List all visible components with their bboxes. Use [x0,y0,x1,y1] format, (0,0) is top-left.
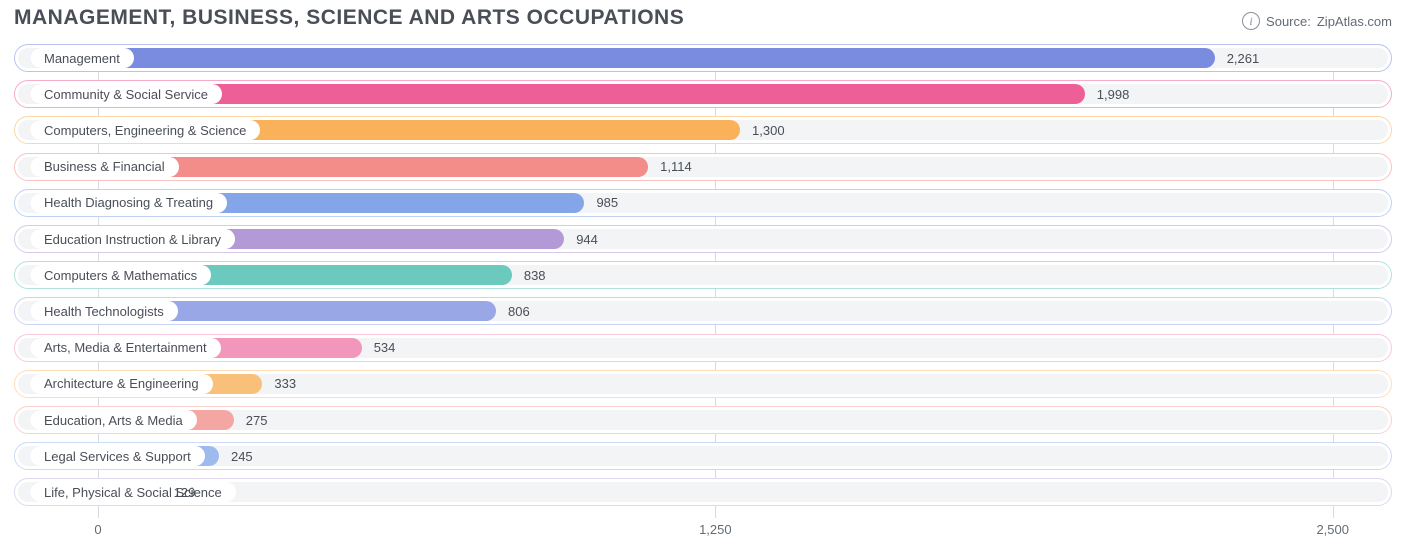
value-label: 129 [174,482,196,502]
category-pill: Computers, Engineering & Science [30,120,260,140]
bar-row: Education Instruction & Library 944 [14,225,1392,253]
category-pill: Computers & Mathematics [30,265,211,285]
plot-area: Management 2,261 Community & Social Servic… [14,44,1392,518]
value-label: 1,300 [752,120,785,140]
bar-row: Management 2,261 [14,44,1392,72]
bar-track [14,442,1392,470]
bar-row: Life, Physical & Social Science129 [14,478,1392,506]
chart-title: MANAGEMENT, BUSINESS, SCIENCE AND ARTS O… [14,6,684,30]
x-axis: 0 1,250 2,500 [14,518,1392,544]
value-label: 1,998 [1097,84,1130,104]
bar-row: Computers, Engineering & Science 1,300 [14,116,1392,144]
value-label: 985 [596,193,618,213]
source-label: Source: [1266,14,1311,29]
value-label: 838 [524,265,546,285]
category-pill: Health Technologists [30,301,178,321]
bar-row: Arts, Media & Entertainment 534 [14,334,1392,362]
category-pill: Education, Arts & Media [30,410,197,430]
x-tick-label: 0 [94,522,101,537]
value-label: 245 [231,446,253,466]
category-pill: Business & Financial [30,157,179,177]
value-label: 1,114 [660,157,692,177]
value-label: 2,261 [1227,48,1260,68]
bar-row: Legal Services & Support 245 [14,442,1392,470]
bar-row: Computers & Mathematics 838 [14,261,1392,289]
value-label: 806 [508,301,530,321]
category-pill: Arts, Media & Entertainment [30,338,221,358]
value-label: 944 [576,229,598,249]
category-pill: Community & Social Service [30,84,222,104]
bar-row: Health Diagnosing & Treating 985 [14,189,1392,217]
source-attribution: i Source: ZipAtlas.com [1242,12,1392,30]
bar-row: Architecture & Engineering 333 [14,370,1392,398]
value-label: 275 [246,410,268,430]
bar-row: Business & Financial 1,114 [14,153,1392,181]
category-pill: Life, Physical & Social Science [30,482,236,502]
chart-container: Management 2,261 Community & Social Servic… [14,44,1392,544]
bar-track-inner [18,446,1388,466]
x-tick-label: 2,500 [1316,522,1349,537]
category-pill: Management [30,48,134,68]
bar-row: Education, Arts & Media 275 [14,406,1392,434]
value-label: 333 [274,374,296,394]
bar [30,48,1215,68]
category-pill: Architecture & Engineering [30,374,213,394]
category-pill: Education Instruction & Library [30,229,235,249]
category-pill: Health Diagnosing & Treating [30,193,227,213]
info-icon: i [1242,12,1260,30]
category-pill: Legal Services & Support [30,446,205,466]
source-name: ZipAtlas.com [1317,14,1392,29]
x-tick-label: 1,250 [699,522,732,537]
value-label: 534 [374,338,396,358]
bar-row: Community & Social Service 1,998 [14,80,1392,108]
bar-row: Health Technologists 806 [14,297,1392,325]
